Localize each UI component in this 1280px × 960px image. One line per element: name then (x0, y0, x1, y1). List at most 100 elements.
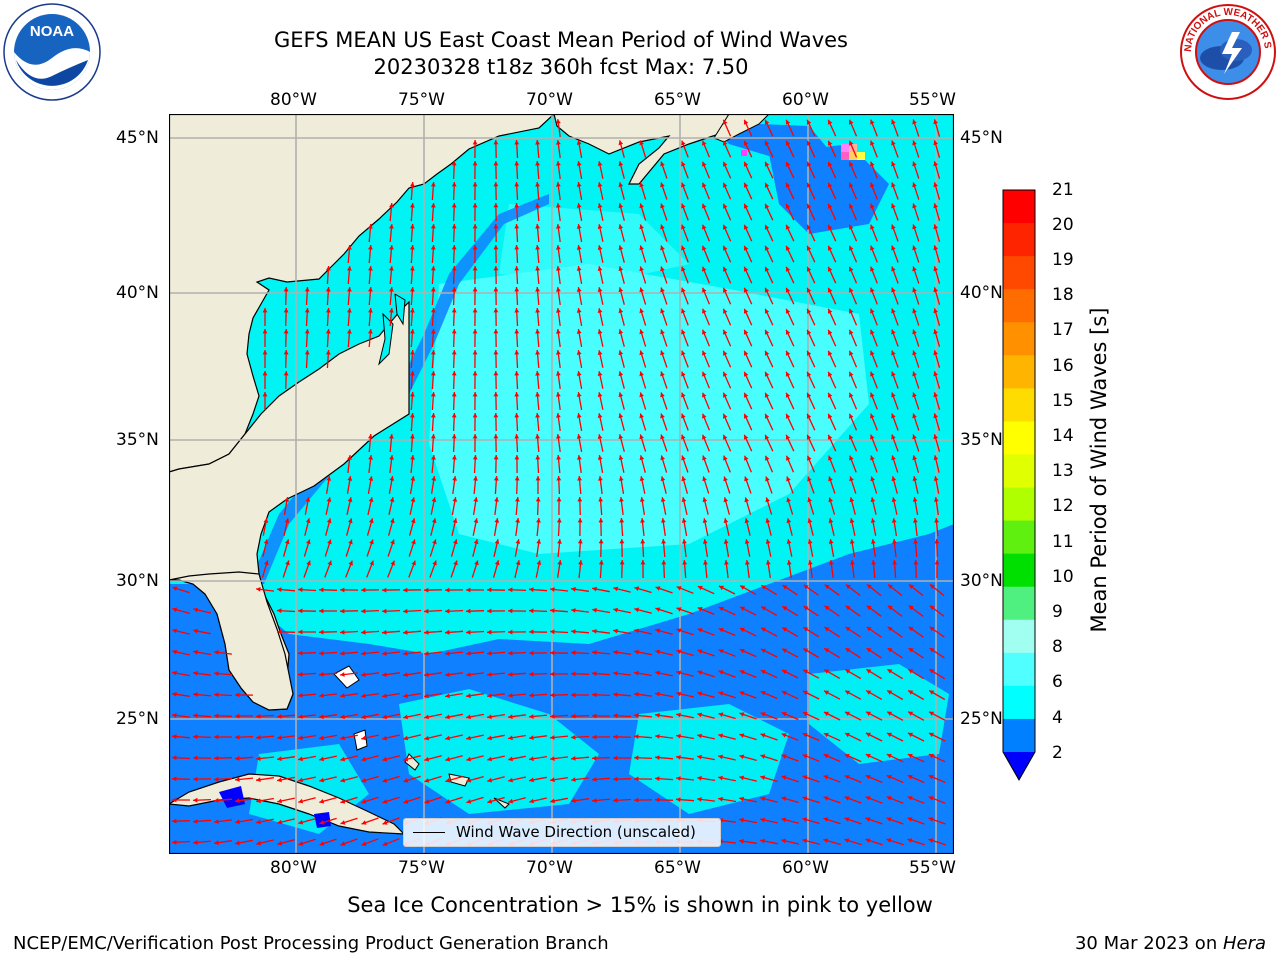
wave-direction-arrowhead (597, 350, 603, 355)
wave-direction-arrowhead (928, 732, 934, 738)
wave-direction-arrowhead (389, 476, 395, 481)
colorbar-band (1003, 652, 1035, 687)
wave-direction-arrowhead (410, 287, 415, 292)
wave-direction-arrowhead (529, 714, 534, 719)
wave-direction-arrowhead (849, 371, 854, 377)
lat-label-right-40n: 40°N (960, 283, 1003, 303)
wave-direction-arrowhead (411, 539, 416, 545)
wave-direction-arrowhead (536, 560, 542, 565)
wave-direction-arrowhead (319, 798, 325, 804)
wave-direction-arrowhead (494, 539, 500, 544)
wave-direction-arrowhead (929, 648, 935, 653)
wave-direction-arrowhead (577, 539, 583, 544)
wave-direction-arrowhead (639, 266, 644, 272)
wave-direction-arrowhead (472, 266, 478, 271)
wave-direction-arrowhead (934, 539, 940, 544)
wave-direction-arrowhead (361, 714, 366, 720)
wave-direction-arrowhead (655, 670, 660, 676)
wave-direction-arrowhead (634, 628, 639, 634)
wave-direction-arrowhead (891, 308, 896, 314)
wave-direction-arrowhead (571, 734, 576, 740)
wave-direction-arrowhead (660, 329, 665, 335)
wave-direction-arrowhead (410, 182, 415, 187)
wave-direction-arrowhead (390, 539, 395, 545)
wave-direction-arrowhead (655, 607, 661, 612)
wave-direction-arrowhead (389, 497, 395, 502)
wave-direction-arrowhead (298, 587, 303, 593)
colorbar-band (1003, 487, 1035, 522)
wave-direction-arrowhead (639, 392, 644, 398)
wave-direction-arrowhead (743, 203, 749, 209)
wave-direction-arrowhead (766, 560, 771, 565)
wave-direction-arrowhead (908, 605, 914, 611)
wave-direction-arrowhead (681, 497, 687, 502)
wave-direction-arrowhead (592, 755, 597, 761)
wave-direction-arrowhead (634, 607, 640, 613)
wave-direction-arrowhead (368, 434, 373, 439)
wave-direction-arrowhead (430, 434, 436, 439)
wave-direction-arrowhead (382, 608, 387, 614)
wave-direction-arrowhead (578, 560, 583, 565)
wave-direction-arrowhead (743, 413, 749, 419)
wave-direction-arrowhead (928, 838, 934, 843)
wave-direction-arrowhead (723, 224, 728, 230)
wave-direction-arrowhead (592, 777, 597, 782)
wave-direction-arrowhead (660, 497, 666, 502)
wave-direction-arrowhead (529, 798, 534, 804)
wave-direction-arrowhead (556, 119, 561, 124)
wave-direction-arrowhead (660, 266, 665, 272)
wave-direction-arrowhead (556, 434, 561, 439)
wave-direction-arrowhead (256, 756, 261, 761)
wave-direction-arrowhead (760, 817, 765, 823)
wave-direction-arrowhead (298, 798, 304, 804)
wave-direction-arrowhead (618, 287, 624, 293)
wave-direction-arrowhead (451, 434, 457, 439)
wave-direction-arrowhead (576, 350, 582, 355)
wave-direction-arrowhead (382, 693, 387, 699)
wave-direction-arrowhead (718, 796, 723, 802)
wave-direction-arrowhead (891, 203, 896, 209)
wave-direction-arrowhead (298, 650, 303, 656)
wave-direction-arrowhead (844, 838, 850, 843)
wave-direction-arrowhead (743, 308, 749, 314)
wave-direction-arrowhead (430, 350, 436, 355)
wave-direction-arrowhead (697, 712, 703, 718)
wave-direction-arrowhead (285, 560, 290, 566)
cb-tick: 13 (1052, 461, 1074, 481)
wave-direction-arrowhead (640, 539, 646, 544)
wave-direction-arrowhead (451, 287, 457, 292)
wave-direction-arrowhead (785, 245, 791, 251)
wave-direction-arrowhead (933, 287, 938, 293)
wave-direction-arrowhead (824, 584, 830, 590)
wave-direction-arrowhead (172, 839, 177, 845)
wave-direction-arrowhead (577, 455, 582, 460)
wave-direction-arrowhead (892, 539, 897, 544)
wave-direction-arrowhead (592, 734, 597, 740)
wave-direction-arrowhead (802, 711, 808, 717)
sea-ice-note: Sea Ice Concentration > 15% is shown in … (347, 893, 933, 917)
wave-direction-arrowhead (849, 413, 854, 419)
wave-direction-arrowhead (556, 350, 561, 355)
wave-direction-arrowhead (432, 560, 437, 566)
wave-direction-arrowhead (933, 161, 938, 167)
wave-direction-arrowhead (235, 713, 240, 719)
wave-direction-arrowhead (865, 753, 871, 759)
wave-direction-arrowhead (319, 587, 324, 593)
wave-direction-arrowhead (909, 584, 914, 589)
wave-direction-arrowhead (806, 266, 812, 272)
wave-direction-arrowhead (870, 455, 875, 461)
wave-direction-arrowhead (660, 245, 665, 251)
wave-direction-arrowhead (382, 756, 388, 762)
wave-direction-arrowhead (823, 732, 829, 738)
noaa-logo-text: NOAA (30, 23, 74, 40)
wave-direction-arrowhead (891, 350, 896, 356)
wave-direction-arrowhead (410, 203, 415, 208)
sea-ice-patch (841, 144, 849, 152)
wave-direction-arrowhead (785, 140, 791, 146)
land-north (169, 114, 555, 473)
wave-direction-arrowhead (277, 587, 282, 592)
wave-direction-arrowhead (723, 539, 729, 544)
wave-direction-arrowhead (529, 671, 534, 677)
wave-direction-arrowhead (740, 585, 746, 590)
wave-direction-arrowhead (786, 539, 792, 544)
